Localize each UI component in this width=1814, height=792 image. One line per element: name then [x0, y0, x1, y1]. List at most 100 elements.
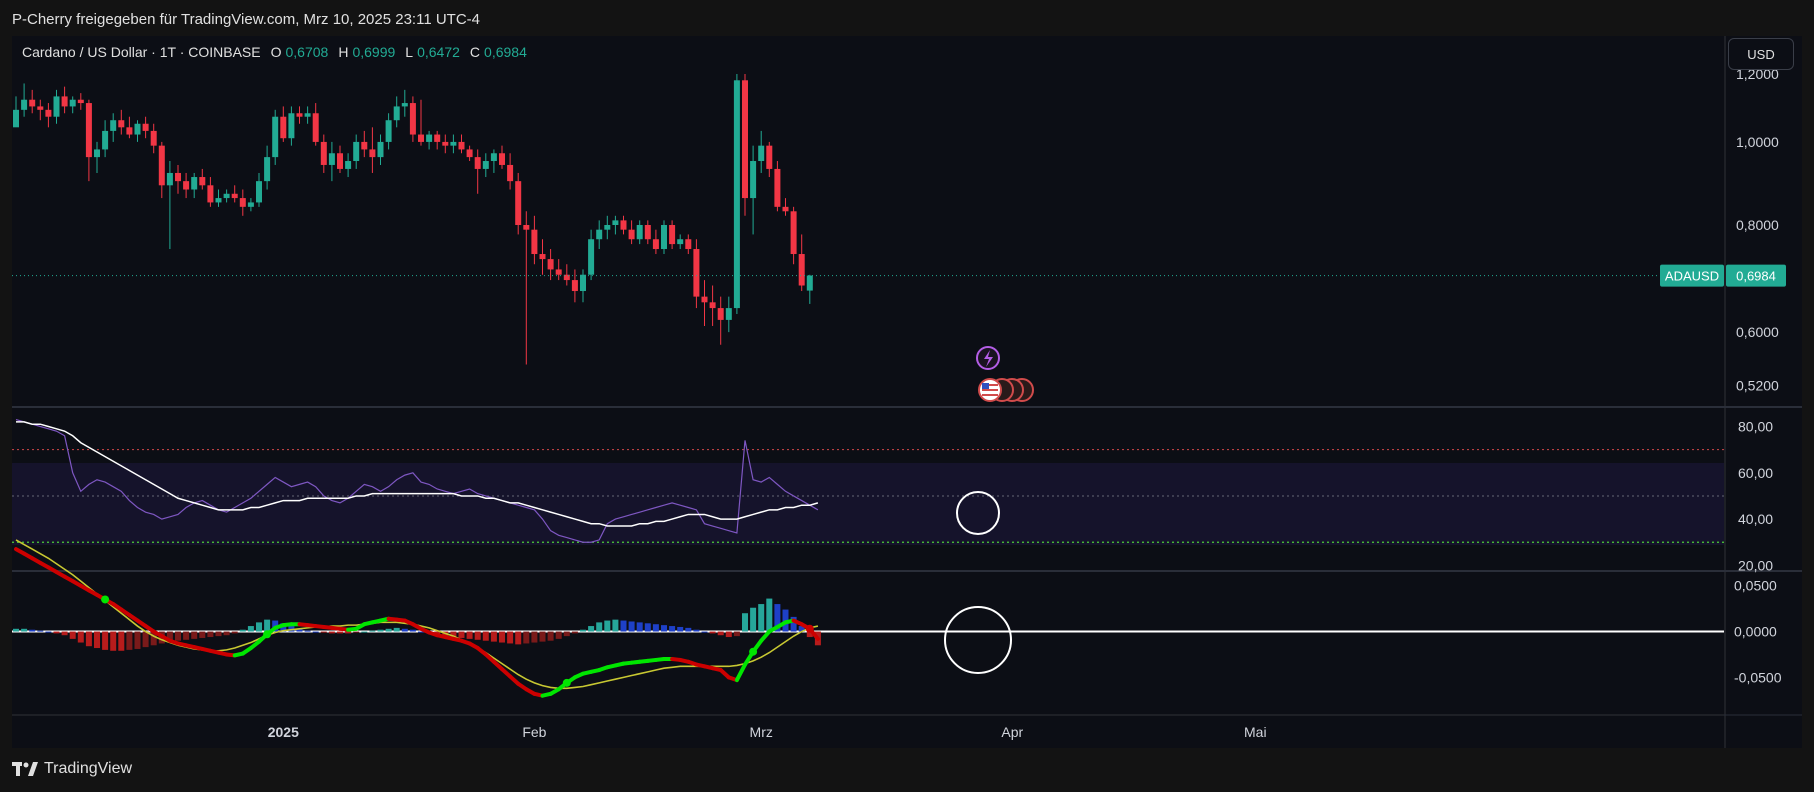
- macd-histogram-bar: [474, 631, 481, 640]
- candle-body: [264, 157, 271, 182]
- high-label: H: [338, 44, 349, 60]
- time-axis-tick-label: Feb: [522, 724, 546, 740]
- macd-histogram-bar: [547, 631, 554, 641]
- macd-histogram-bar: [798, 626, 805, 632]
- candle-body: [69, 99, 76, 107]
- macd-histogram-bar: [507, 631, 514, 644]
- candle-body: [482, 161, 489, 169]
- candle-body: [418, 134, 424, 142]
- macd-line-segment: [734, 662, 747, 683]
- candle-body: [29, 99, 36, 107]
- candle-body: [150, 130, 157, 146]
- macd-histogram-bar: [37, 630, 44, 632]
- macd-histogram-bar: [758, 604, 765, 632]
- low-value: 0,6472: [417, 44, 460, 60]
- candle-body: [13, 109, 19, 128]
- candle-body: [53, 96, 60, 117]
- macd-histogram-bar: [580, 629, 586, 632]
- macd-histogram-bar: [337, 631, 343, 634]
- macd-histogram-bar: [231, 631, 238, 634]
- open-value: 0,6708: [285, 44, 329, 60]
- candle-body: [474, 157, 481, 169]
- price-axis[interactable]: [1726, 36, 1802, 748]
- macd-histogram-bar: [701, 631, 708, 633]
- macd-histogram-bar: [369, 630, 376, 632]
- candle-body: [458, 141, 465, 150]
- time-axis-tick-label: Mai: [1244, 724, 1267, 740]
- high-value: 0,6999: [352, 44, 396, 60]
- macd-histogram-bar: [191, 631, 198, 639]
- time-axis-tick-label: Apr: [1001, 724, 1023, 740]
- candle-body: [223, 193, 230, 199]
- macd-histogram-bar: [69, 631, 76, 639]
- candle-body: [580, 274, 586, 292]
- candle-body: [304, 113, 311, 117]
- price-series: [13, 74, 813, 365]
- macd-histogram-bar: [669, 626, 676, 632]
- macd-highlight-circle: [944, 606, 1012, 674]
- candle-body: [328, 153, 335, 165]
- footer: TradingView: [0, 748, 1814, 792]
- macd-axis-tick-label: 0,0000: [1734, 624, 1777, 640]
- price-pane[interactable]: [12, 36, 1724, 406]
- candle-body: [312, 113, 319, 142]
- candle-body: [377, 141, 384, 158]
- macd-histogram-bar: [750, 607, 757, 632]
- last-price-symbol: ADAUSD: [1665, 269, 1719, 284]
- macd-histogram-bar: [223, 631, 230, 636]
- macd-axis-tick-label: 0,0500: [1734, 578, 1777, 594]
- macd-histogram-bar: [490, 631, 497, 642]
- candle-body: [207, 185, 214, 203]
- macd-histogram-bar: [636, 622, 643, 632]
- share-attribution: P-Cherry freigegeben für TradingView.com…: [12, 11, 481, 28]
- macd-histogram-bar: [482, 631, 489, 641]
- candle-body: [596, 229, 603, 240]
- macd-pane[interactable]: [12, 572, 1724, 714]
- macd-histogram-bar: [45, 631, 52, 633]
- macd-histogram-bar: [150, 631, 157, 646]
- macd-histogram-bar: [604, 620, 611, 632]
- us-flag-icon[interactable]: [978, 378, 1034, 402]
- macd-histogram-bar: [239, 629, 246, 632]
- macd-histogram-bar: [385, 628, 392, 632]
- candle-body: [644, 225, 651, 240]
- crossover-dot: [101, 595, 110, 604]
- macd-histogram-bar: [742, 613, 748, 632]
- candle-body: [725, 308, 732, 320]
- close-value: 0,6984: [484, 44, 527, 60]
- candle-body: [693, 249, 700, 297]
- tradingview-logo[interactable]: TradingView: [12, 760, 132, 778]
- candle-body: [166, 172, 173, 186]
- macd-histogram-bar: [102, 631, 109, 650]
- candle-body: [782, 206, 789, 212]
- candle-body: [288, 113, 295, 139]
- macd-histogram-bar: [199, 631, 206, 638]
- candle-body: [385, 120, 392, 142]
- candle-body: [199, 177, 206, 186]
- lightning-icon[interactable]: [976, 346, 1000, 370]
- macd-histogram-bar: [94, 631, 100, 649]
- macd-histogram-bar: [523, 631, 530, 644]
- price-axis-tick-label: 0,8000: [1736, 217, 1779, 233]
- candle-body: [393, 106, 400, 121]
- time-axis[interactable]: [12, 716, 1724, 748]
- macd-histogram-bar: [142, 631, 149, 648]
- candle-body: [442, 141, 449, 146]
- candle-body: [563, 274, 570, 281]
- candle-body: [183, 181, 190, 190]
- macd-histogram-bar: [515, 631, 522, 645]
- rsi-highlight-circle: [956, 491, 1000, 535]
- candle-body: [515, 181, 522, 225]
- candle-body: [523, 225, 530, 230]
- candle-body: [426, 134, 433, 142]
- symbol-legend[interactable]: Cardano / US Dollar · 1T · COINBASE O 0,6…: [22, 44, 527, 60]
- candle-body: [661, 225, 667, 250]
- candle-body: [231, 193, 238, 199]
- rsi-ma-line: [16, 421, 819, 527]
- macd-histogram-bar: [280, 623, 287, 632]
- candle-body: [766, 145, 773, 169]
- macd-histogram-bar: [13, 628, 19, 632]
- currency-button[interactable]: USD: [1728, 38, 1794, 70]
- candle-body: [215, 198, 222, 203]
